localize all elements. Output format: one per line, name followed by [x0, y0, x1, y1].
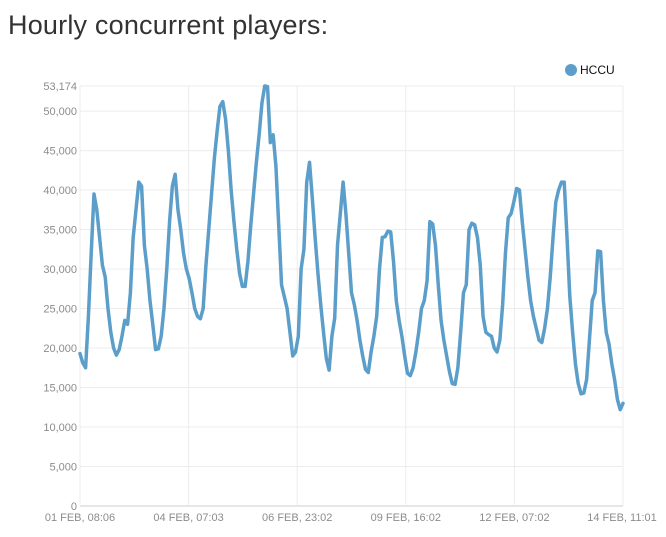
- x-axis-ticks: 01 FEB, 08:06 04 FEB, 07:03 06 FEB, 23:02 0…: [45, 512, 657, 524]
- series-layer: [78, 84, 625, 412]
- x-tick-label: 09 FEB, 16:02: [371, 512, 441, 524]
- y-tick-label: 30,000: [43, 264, 77, 276]
- y-tick-label: 35,000: [43, 225, 77, 237]
- x-tick-label: 14 FEB, 11:01: [587, 512, 657, 524]
- y-tick-label: 15,000: [43, 383, 77, 395]
- y-tick-label: 10,000: [43, 422, 77, 434]
- y-tick-label: 25,000: [43, 304, 77, 316]
- y-tick-label: 40,000: [43, 185, 77, 197]
- y-tick-label: 50,000: [43, 106, 77, 118]
- legend-marker: [565, 64, 577, 76]
- y-tick-label: 5,000: [49, 462, 77, 474]
- y-tick-label: 0: [71, 501, 77, 513]
- chart-title: Hourly concurrent players:: [8, 10, 329, 40]
- y-tick-label: 45,000: [43, 146, 77, 158]
- x-tick-label: 01 FEB, 08:06: [45, 512, 115, 524]
- legend-label-hccu: HCCU: [580, 63, 615, 77]
- x-tick-label: 12 FEB, 07:02: [479, 512, 549, 524]
- y-tick-label: 20,000: [43, 343, 77, 355]
- y-tick-label: 53,174: [43, 81, 77, 93]
- y-axis-ticks: 0 5,000 10,000 15,000 20,000 25,000 30,000 35,0…: [43, 81, 77, 513]
- x-tick-label: 06 FEB, 23:02: [262, 512, 332, 524]
- x-tick-label: 04 FEB, 07:03: [153, 512, 223, 524]
- legend[interactable]: HCCU: [565, 63, 615, 77]
- series-line-hccu: [78, 84, 625, 412]
